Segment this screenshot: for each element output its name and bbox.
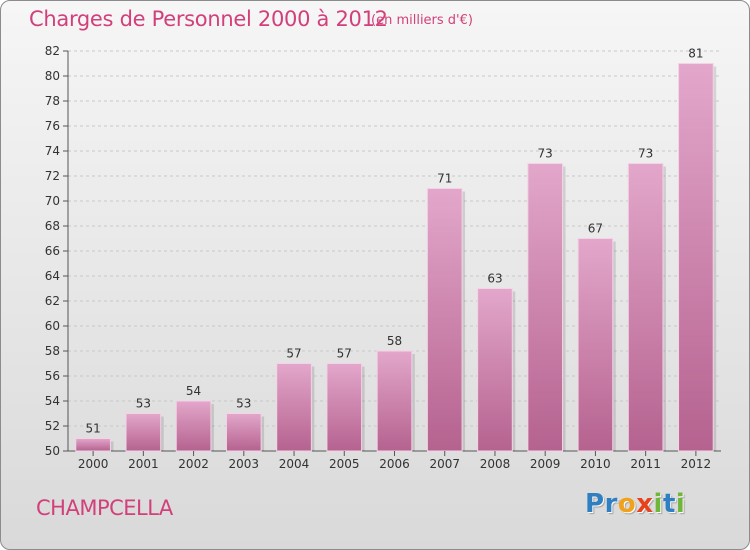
- y-tick-label: 64: [45, 269, 60, 283]
- x-tick-label: 2005: [329, 457, 360, 471]
- y-tick-label: 70: [45, 194, 60, 208]
- y-tick-label: 72: [45, 169, 60, 183]
- bar-2004: [276, 363, 312, 452]
- logo-letter: t: [662, 489, 676, 519]
- y-tick-label: 82: [45, 44, 60, 58]
- x-tick-label: 2009: [530, 457, 561, 471]
- logo-letter: i: [675, 489, 686, 519]
- bar-2008: [477, 288, 513, 452]
- chart-subtitle: (en milliers d'€): [371, 13, 473, 28]
- bar-2003: [225, 413, 262, 452]
- y-tick-label: 62: [45, 294, 60, 308]
- bar-2009: [527, 163, 564, 452]
- bar-2007: [426, 188, 463, 452]
- bar-value-label: 81: [688, 47, 703, 61]
- bar-value-label: 73: [638, 147, 653, 161]
- x-tick-label: 2011: [630, 457, 661, 471]
- x-tick-label: 2002: [178, 457, 209, 471]
- bar-value-label: 53: [236, 397, 251, 411]
- x-tick-label: 2000: [78, 457, 109, 471]
- bar-value-label: 67: [588, 222, 603, 236]
- y-tick-label: 76: [45, 119, 60, 133]
- bar-2011: [627, 163, 664, 452]
- y-tick-label: 58: [45, 344, 60, 358]
- bar-value-label: 53: [136, 397, 151, 411]
- bar-2005: [326, 363, 363, 452]
- bar-value-label: 51: [85, 422, 100, 436]
- y-tick-label: 80: [45, 69, 60, 83]
- bar-value-label: 57: [337, 347, 352, 361]
- y-tick-label: 68: [45, 219, 60, 233]
- bar-value-label: 57: [286, 347, 301, 361]
- logo-letter: r: [604, 489, 618, 519]
- y-tick-label: 56: [45, 369, 60, 383]
- bar-value-label: 58: [387, 334, 402, 348]
- bar-2001: [125, 413, 162, 452]
- x-tick-label: 2007: [429, 457, 460, 471]
- y-tick-label: 66: [45, 244, 60, 258]
- bar-2000: [75, 438, 111, 452]
- y-tick-label: 78: [45, 94, 60, 108]
- bar-value-label: 71: [437, 172, 452, 186]
- x-tick-label: 2012: [681, 457, 712, 471]
- town-name: CHAMPCELLA: [36, 496, 173, 520]
- bar-value-label: 63: [487, 272, 502, 286]
- y-tick-label: 52: [45, 419, 60, 433]
- logo-letter: P: [585, 489, 605, 519]
- bar-value-label: 73: [538, 147, 553, 161]
- bar-2012: [678, 63, 714, 452]
- y-tick-label: 50: [45, 444, 60, 458]
- logo-letter: i: [653, 489, 663, 519]
- logo-letter: x: [636, 489, 654, 519]
- chart-title: Charges de Personnel 2000 à 2012: [29, 7, 388, 31]
- bar-2002: [175, 400, 212, 452]
- logo-letter: o: [617, 489, 637, 519]
- proxiti-logo[interactable]: Proxiti: [585, 489, 685, 519]
- x-axis: 2000 2001 2002 2003 2004 2005 2006 2007 2008 2009…: [78, 451, 711, 471]
- x-tick-label: 2003: [229, 457, 260, 471]
- bars: 51 53 54 53 57 57 58 71 63 73 67 73 81: [75, 47, 717, 452]
- x-tick-label: 2006: [379, 457, 410, 471]
- x-tick-label: 2001: [128, 457, 159, 471]
- y-tick-label: 54: [45, 394, 60, 408]
- y-tick-label: 74: [45, 144, 60, 158]
- y-tick-label: 60: [45, 319, 60, 333]
- x-tick-label: 2010: [580, 457, 611, 471]
- x-tick-label: 2008: [480, 457, 511, 471]
- bar-2010: [577, 238, 614, 452]
- bar-2006: [376, 350, 413, 452]
- bar-value-label: 54: [186, 384, 201, 398]
- x-tick-label: 2004: [279, 457, 310, 471]
